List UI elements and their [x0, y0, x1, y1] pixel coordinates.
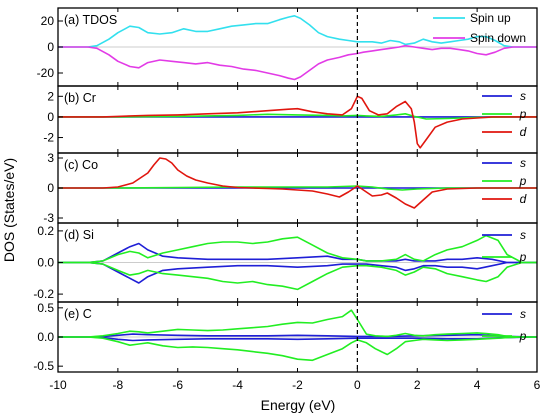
x-tick-label: 0: [354, 378, 361, 392]
panel-label: (c) Co: [64, 158, 98, 172]
legend-label: Spin up: [470, 11, 511, 25]
panel-3: -3 0 3 (c) Co spd: [43, 151, 538, 225]
panel-4: -0.2 0.0 0.2 (d) Si sp: [33, 222, 538, 303]
series-line-d: [58, 95, 537, 149]
y-tick-label: 20: [41, 14, 55, 28]
x-tick-label: -2: [292, 378, 303, 392]
legend-label: s: [520, 89, 526, 103]
legend-label: d: [520, 192, 527, 206]
x-tick-label: -4: [232, 378, 243, 392]
x-tick-label: 6: [534, 378, 541, 392]
y-tick-label: 0: [47, 40, 54, 54]
series-group: [58, 157, 537, 209]
legend-label: p: [519, 329, 527, 343]
legend-label: d: [520, 125, 527, 139]
y-tick-label: -0.5: [33, 359, 54, 373]
series-line-p: [58, 113, 537, 120]
series-line-p: [58, 309, 537, 338]
y-tick-label: 0.0: [37, 330, 54, 344]
panel-2: -2 0 2 (b) Cr spd: [43, 85, 538, 154]
legend-label: s: [520, 307, 526, 321]
legend-label: p: [519, 107, 527, 121]
y-axis-label: DOS (States/eV): [1, 158, 17, 262]
x-tick-label: -8: [113, 378, 124, 392]
series-line-s: [58, 333, 537, 338]
y-tick-label: 2: [47, 89, 54, 103]
legend-label: Spin down: [470, 31, 526, 45]
x-tick-label: -10: [49, 378, 67, 392]
legend-label: s: [520, 156, 526, 170]
panel-1: -20 0 20 (a) TDOS Spin up Spin down: [37, 7, 538, 87]
x-tick-label: -6: [172, 378, 183, 392]
series-line-p: [58, 261, 537, 291]
panel-label: (a) TDOS: [64, 13, 117, 27]
series-group: [58, 95, 537, 149]
y-tick-label: -0.2: [33, 287, 54, 301]
series-line-p: [58, 185, 537, 191]
series-line-s: [58, 336, 537, 342]
x-axis-label: Energy (eV): [261, 397, 336, 413]
legend-label: p: [519, 250, 527, 264]
panel-5: -0.5 0.0 0.5 (e) C sp: [33, 301, 538, 373]
y-tick-label: -20: [37, 66, 55, 80]
y-tick-label: 0: [47, 110, 54, 124]
y-tick-label: -3: [43, 211, 54, 225]
x-tick-label: 4: [474, 378, 481, 392]
y-tick-label: 3: [47, 151, 54, 165]
series-line-spin-down: [58, 44, 537, 81]
series-group: [58, 15, 537, 81]
series-line-d: [58, 157, 537, 209]
y-tick-label: 0.5: [37, 301, 54, 315]
legend-label: s: [520, 228, 526, 242]
series-group: [58, 309, 537, 362]
y-tick-label: 0.0: [37, 256, 54, 270]
y-tick-label: -2: [43, 131, 54, 145]
series-line-s: [58, 242, 537, 264]
legend-label: p: [519, 174, 527, 188]
series-line-p: [58, 336, 537, 362]
series-group: [58, 234, 537, 291]
series-line-p: [58, 234, 537, 264]
panel-label: (e) C: [64, 307, 92, 321]
x-tick-label: 2: [414, 378, 421, 392]
y-tick-label: 0: [47, 181, 54, 195]
x-tick-labels: -10 -8 -6 -4 -2 0 2 4 6: [49, 378, 540, 392]
panel-label: (d) Si: [64, 228, 94, 242]
series-line-s: [58, 261, 537, 284]
series-line-spin-up: [58, 15, 537, 48]
panel-label: (b) Cr: [64, 91, 96, 105]
y-tick-label: 0.2: [37, 224, 54, 238]
